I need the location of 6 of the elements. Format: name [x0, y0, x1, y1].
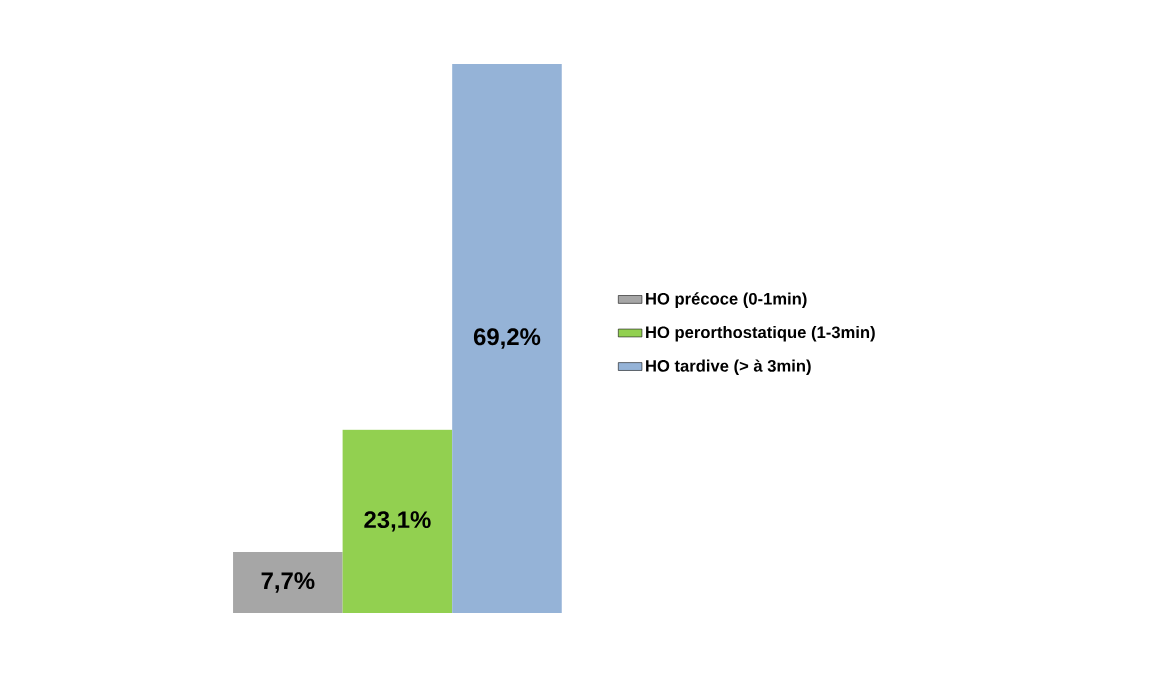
- legend-label: HO tardive (> à 3min): [646, 359, 811, 376]
- legend-label: HO précoce (0-1min): [646, 292, 807, 308]
- legend-label: HO perorthostatique (1-3min): [646, 325, 875, 342]
- data-label: 23,1%: [364, 511, 431, 532]
- data-label: 69,2%: [473, 328, 541, 349]
- data-label: 7,7%: [261, 572, 315, 593]
